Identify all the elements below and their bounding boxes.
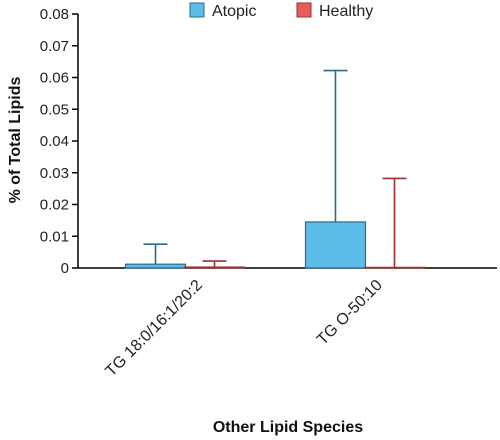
x-tick-label: TG 18:0/16:1/20:2: [103, 277, 206, 380]
y-tick-label: 0.05: [40, 101, 69, 118]
legend-label-atopic: Atopic: [212, 3, 256, 20]
x-axis: TG 18:0/16:1/20:2 TG O-50:10: [78, 267, 497, 380]
y-tick-label: 0.03: [40, 165, 69, 182]
y-tick-label: 0.04: [40, 133, 69, 150]
y-tick-label: 0.08: [40, 6, 69, 23]
y-tick-label: 0: [61, 260, 69, 277]
bar-healthy: [363, 266, 426, 269]
legend: Atopic Healthy: [189, 2, 373, 20]
y-axis-title: % of Total Lipids: [7, 77, 24, 204]
x-tick-label: TG O-50:10: [314, 277, 386, 349]
y-tick-label: 0.07: [40, 38, 69, 55]
y-tick-label: 0.01: [40, 228, 69, 245]
x-axis-title: Other Lipid Species: [213, 419, 363, 436]
legend-swatch-atopic: [189, 2, 205, 18]
legend-swatch-healthy: [296, 2, 312, 18]
bar-healthy: [183, 266, 246, 269]
y-tick-label: 0.06: [40, 70, 69, 87]
y-axis: 0 0.01 0.02 0.03 0.04 0.05 0.06 0.07 0.08: [40, 6, 79, 277]
bar-atopic: [304, 221, 367, 269]
y-tick-label: 0.02: [40, 197, 69, 214]
legend-label-healthy: Healthy: [319, 3, 373, 20]
bar-atopic: [124, 263, 187, 269]
bars: [124, 69, 426, 269]
